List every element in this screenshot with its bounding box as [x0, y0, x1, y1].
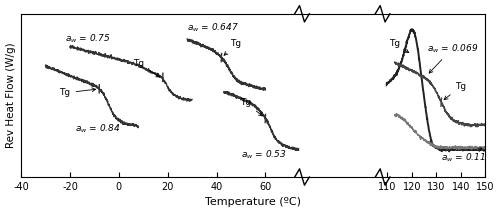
Text: $a_w$ = 0.11: $a_w$ = 0.11	[441, 148, 486, 164]
X-axis label: Temperature (ºC): Temperature (ºC)	[205, 197, 301, 207]
Text: Tg: Tg	[390, 39, 409, 53]
Text: Tg: Tg	[60, 88, 96, 97]
Text: Tg: Tg	[444, 82, 466, 100]
Text: $a_w$ = 0.84: $a_w$ = 0.84	[75, 122, 120, 135]
Text: Tg: Tg	[240, 98, 262, 116]
Text: $a_w$ = 0.53: $a_w$ = 0.53	[241, 148, 286, 161]
Text: $a_w$ = 0.75: $a_w$ = 0.75	[65, 33, 111, 45]
Text: $a_w$ = 0.647: $a_w$ = 0.647	[187, 21, 239, 34]
Bar	[302, 14, 382, 177]
Y-axis label: Rev Heat Flow (W/g): Rev Heat Flow (W/g)	[6, 43, 16, 148]
Text: Tg: Tg	[133, 59, 160, 77]
Text: $a_w$ = 0.069: $a_w$ = 0.069	[426, 42, 478, 73]
Text: Tg: Tg	[224, 39, 242, 55]
